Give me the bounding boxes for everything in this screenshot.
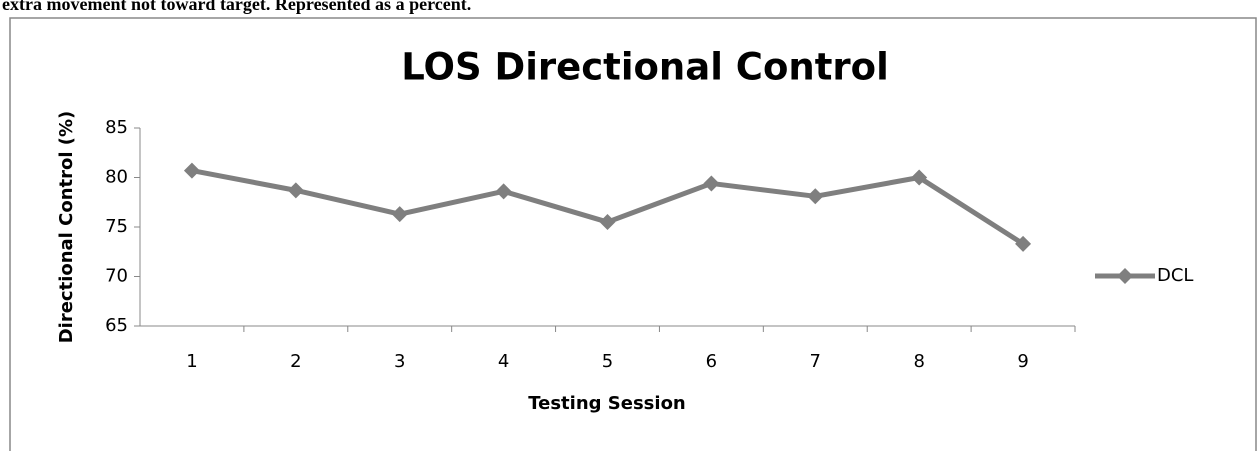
chart-frame [9, 17, 1257, 451]
data-point [287, 182, 304, 199]
x-axis-label: Testing Session [528, 393, 686, 414]
x-tick-label: 8 [913, 351, 924, 372]
x-tick-label: 4 [498, 351, 509, 372]
data-point [703, 175, 720, 192]
x-tick-label: 9 [1017, 351, 1028, 372]
data-point [1015, 235, 1032, 252]
y-tick-label: 85 [105, 117, 128, 138]
data-point [495, 183, 512, 200]
chart-title: LOS Directional Control [401, 46, 889, 89]
legend-marker [1117, 268, 1133, 284]
y-axis-label: Directional Control (%) [56, 111, 77, 344]
caption: extra movement not toward target. Repres… [2, 0, 471, 14]
x-tick-label: 3 [394, 351, 405, 372]
x-tick-label: 6 [706, 351, 717, 372]
y-tick-label: 80 [105, 167, 128, 188]
legend-label: DCL [1157, 265, 1193, 286]
x-tick-label: 5 [602, 351, 613, 372]
data-point [807, 188, 824, 205]
y-tick-label: 65 [105, 315, 128, 336]
data-point [911, 169, 928, 186]
data-point [391, 206, 408, 223]
x-tick-label: 2 [290, 351, 301, 372]
y-tick-label: 75 [105, 216, 128, 237]
y-tick-label: 70 [105, 266, 128, 287]
x-tick-label: 1 [186, 351, 197, 372]
x-tick-label: 7 [810, 351, 821, 372]
data-point [183, 162, 200, 179]
data-point [599, 214, 616, 231]
